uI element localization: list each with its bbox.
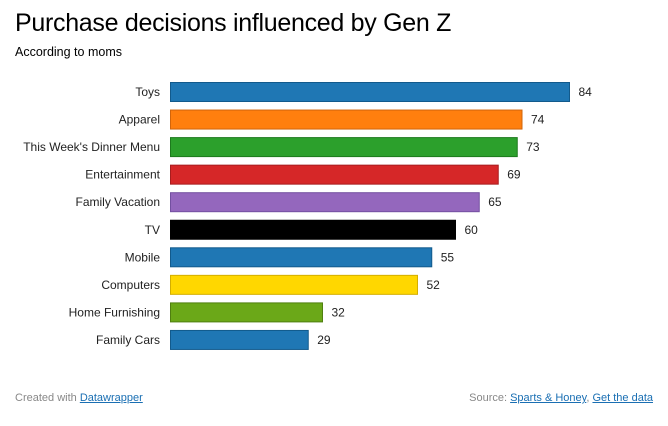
bar-row: Family Vacation 65: [76, 192, 502, 213]
value-label: 69: [507, 168, 521, 182]
value-label: 84: [579, 85, 593, 99]
category-label: Home Furnishing: [69, 305, 160, 319]
bar: [170, 82, 570, 102]
bar: [170, 192, 480, 213]
value-label: 52: [427, 278, 441, 292]
source-link[interactable]: Sparts & Honey: [510, 392, 587, 404]
bar-row: Apparel 74: [119, 109, 545, 130]
bar-row: Mobile 55: [125, 247, 455, 268]
category-label: This Week's Dinner Menu: [23, 140, 160, 154]
bar: [170, 274, 418, 295]
bar: [170, 109, 523, 130]
bar: [170, 302, 323, 323]
value-label: 74: [531, 113, 545, 127]
chart-title: Purchase decisions influenced by Gen Z: [15, 9, 452, 37]
category-label: TV: [145, 223, 160, 237]
value-label: 32: [332, 305, 346, 319]
value-label: 55: [441, 250, 455, 264]
bar-row: This Week's Dinner Menu 73: [23, 137, 540, 158]
get-the-data-link[interactable]: Get the data: [592, 392, 653, 404]
category-label: Apparel: [119, 113, 160, 127]
bar-row: Computers 52: [101, 274, 441, 295]
chart-subtitle: According to moms: [15, 45, 122, 59]
bar: [170, 164, 499, 185]
value-label: 29: [317, 333, 331, 347]
bar-row: Home Furnishing 32: [69, 302, 346, 323]
bar-row: Family Cars 29: [96, 329, 331, 350]
footer-source: Source: Sparts & Honey, Get the data: [469, 392, 653, 404]
bar: [170, 137, 518, 158]
value-label: 60: [465, 223, 479, 237]
value-label: 73: [526, 140, 540, 154]
bar-row: Toys 84: [135, 82, 593, 102]
datawrapper-link[interactable]: Datawrapper: [79, 392, 143, 404]
footer-credit: Created with Datawrapper: [15, 392, 143, 404]
created-with-text: Created with: [15, 392, 80, 404]
source-prefix-text: Source:: [469, 392, 511, 404]
value-label: 65: [488, 195, 502, 209]
bar-chart: Toys 84 Apparel 74 This Week's Dinner Menu 73…: [23, 82, 593, 350]
bar: [170, 219, 456, 240]
bar-row: Entertainment 69: [85, 164, 521, 185]
bar: [170, 329, 309, 350]
category-label: Toys: [135, 85, 160, 99]
source-separator: ,: [586, 392, 593, 404]
category-label: Computers: [101, 278, 160, 292]
category-label: Entertainment: [85, 168, 160, 182]
category-label: Family Cars: [96, 333, 160, 347]
category-label: Family Vacation: [76, 195, 160, 209]
category-label: Mobile: [125, 250, 161, 264]
bar: [170, 247, 433, 268]
bar-row: TV 60: [145, 219, 479, 240]
